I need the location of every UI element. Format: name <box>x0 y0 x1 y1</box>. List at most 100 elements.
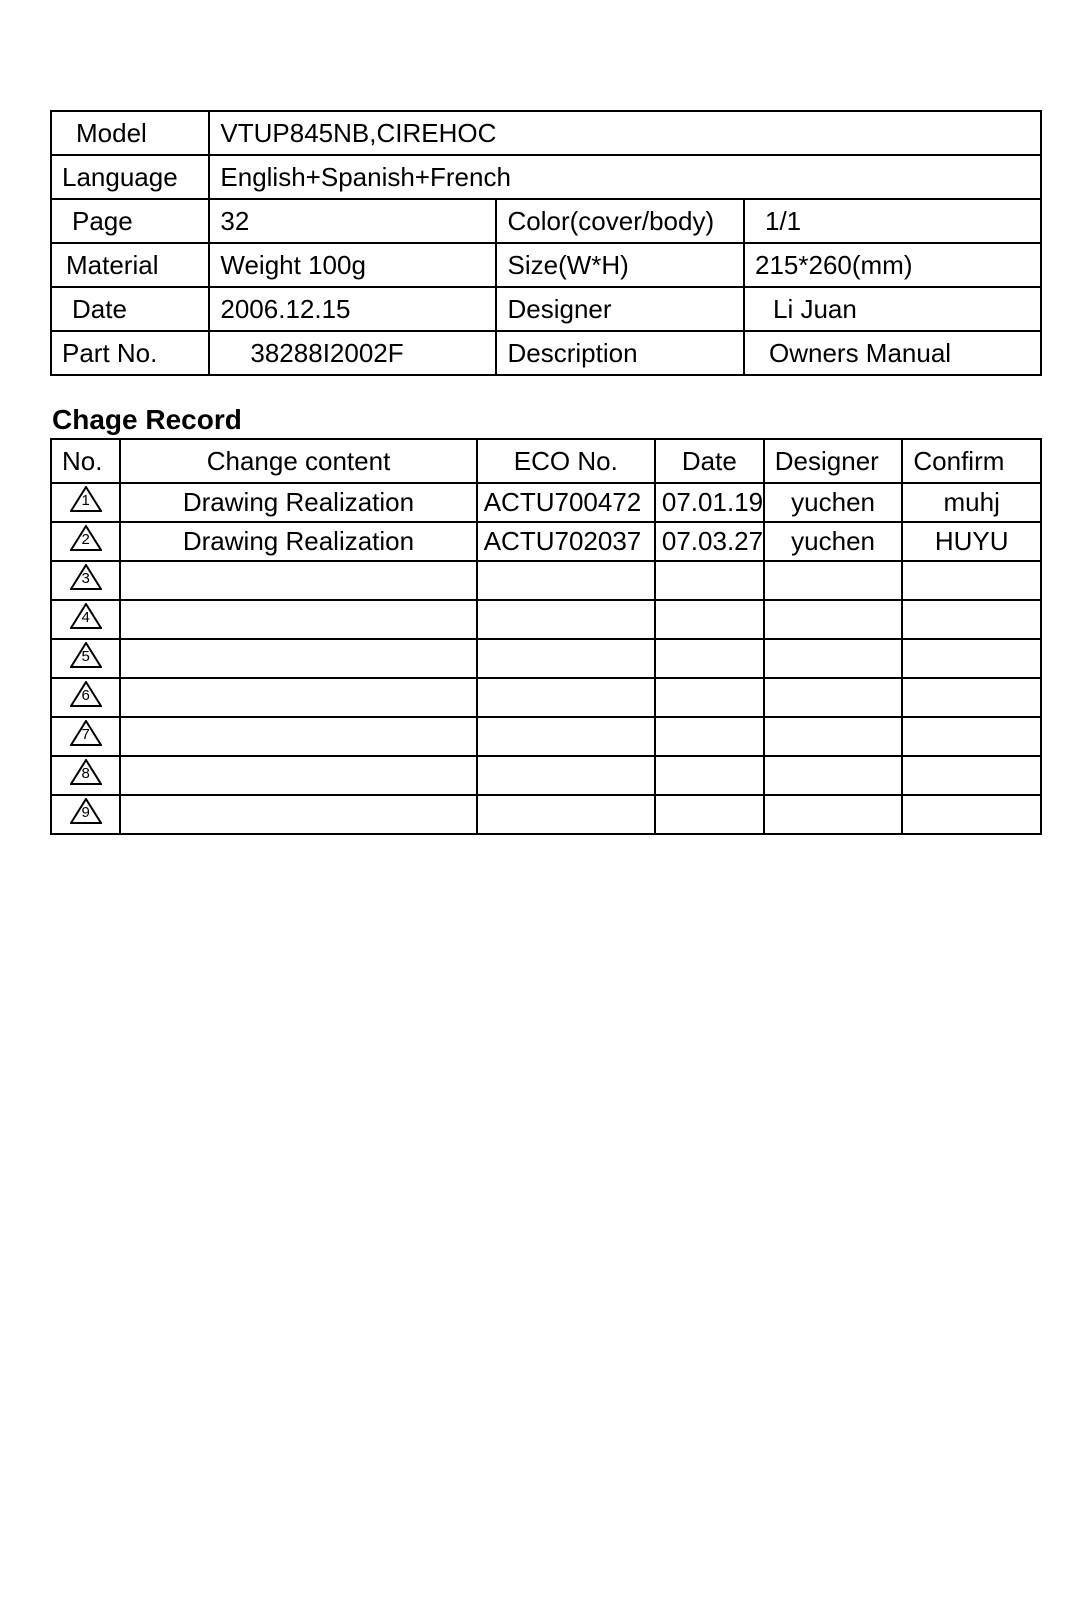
cell-date <box>655 795 764 834</box>
cell-confirm <box>902 561 1041 600</box>
change-record-row: 3 <box>51 561 1041 600</box>
cell-confirm <box>902 678 1041 717</box>
cell-eco <box>477 639 655 678</box>
header-date: Date <box>655 439 764 483</box>
change-record-table: No. Change content ECO No. Date Designer… <box>50 438 1042 835</box>
value-partno: 38288I2002F <box>209 331 496 375</box>
cell-no: 6 <box>51 678 120 717</box>
change-record-row: 2 Drawing RealizationACTU70203707.03.27yu… <box>51 522 1041 561</box>
change-record-row: 5 <box>51 639 1041 678</box>
value-model: VTUP845NB,CIREHOC <box>209 111 1041 155</box>
cell-date <box>655 561 764 600</box>
header-eco: ECO No. <box>477 439 655 483</box>
cell-eco <box>477 717 655 756</box>
revision-triangle-icon: 9 <box>70 798 102 824</box>
cell-date <box>655 717 764 756</box>
revision-triangle-icon: 5 <box>70 642 102 668</box>
revision-triangle-icon: 8 <box>70 759 102 785</box>
change-record-header-row: No. Change content ECO No. Date Designer… <box>51 439 1041 483</box>
cell-no: 4 <box>51 600 120 639</box>
revision-triangle-icon: 1 <box>70 486 102 512</box>
cell-designer: yuchen <box>764 522 903 561</box>
cell-content: Drawing Realization <box>120 522 476 561</box>
change-record-row: 1 Drawing RealizationACTU70047207.01.19yu… <box>51 483 1041 522</box>
cell-designer: yuchen <box>764 483 903 522</box>
label-material: Material <box>51 243 209 287</box>
cell-content <box>120 756 476 795</box>
change-record-row: 9 <box>51 795 1041 834</box>
cell-confirm <box>902 600 1041 639</box>
cell-date: 07.01.19 <box>655 483 764 522</box>
label-model: Model <box>51 111 209 155</box>
cell-no: 9 <box>51 795 120 834</box>
cell-confirm <box>902 717 1041 756</box>
label-page: Page <box>51 199 209 243</box>
label-description: Description <box>496 331 744 375</box>
cell-confirm <box>902 756 1041 795</box>
label-color: Color(cover/body) <box>496 199 744 243</box>
cell-date <box>655 678 764 717</box>
change-record-row: 7 <box>51 717 1041 756</box>
cell-eco <box>477 600 655 639</box>
cell-designer <box>764 795 903 834</box>
value-size: 215*260(mm) <box>744 243 1041 287</box>
cell-eco <box>477 795 655 834</box>
label-partno: Part No. <box>51 331 209 375</box>
change-record-title: Chage Record <box>52 404 1042 436</box>
cell-no: 5 <box>51 639 120 678</box>
header-designer: Designer <box>764 439 903 483</box>
cell-no: 7 <box>51 717 120 756</box>
header-confirm: Confirm <box>902 439 1041 483</box>
cell-designer <box>764 756 903 795</box>
cell-no: 8 <box>51 756 120 795</box>
revision-triangle-icon: 2 <box>70 525 102 551</box>
cell-confirm <box>902 639 1041 678</box>
header-content: Change content <box>120 439 476 483</box>
cell-no: 1 <box>51 483 120 522</box>
cell-date <box>655 639 764 678</box>
revision-triangle-icon: 7 <box>70 720 102 746</box>
cell-content <box>120 639 476 678</box>
change-record-row: 8 <box>51 756 1041 795</box>
change-record-row: 6 <box>51 678 1041 717</box>
revision-triangle-icon: 6 <box>70 681 102 707</box>
revision-triangle-icon: 3 <box>70 564 102 590</box>
label-language: Language <box>51 155 209 199</box>
label-size: Size(W*H) <box>496 243 744 287</box>
info-table: Model VTUP845NB,CIREHOC Language English… <box>50 110 1042 376</box>
label-date: Date <box>51 287 209 331</box>
cell-designer <box>764 639 903 678</box>
value-material: Weight 100g <box>209 243 496 287</box>
revision-triangle-icon: 4 <box>70 603 102 629</box>
value-date: 2006.12.15 <box>209 287 496 331</box>
header-no: No. <box>51 439 120 483</box>
value-color: 1/1 <box>744 199 1041 243</box>
cell-designer <box>764 717 903 756</box>
cell-content: Drawing Realization <box>120 483 476 522</box>
cell-content <box>120 561 476 600</box>
cell-content <box>120 795 476 834</box>
cell-date: 07.03.27 <box>655 522 764 561</box>
value-language: English+Spanish+French <box>209 155 1041 199</box>
cell-content <box>120 678 476 717</box>
cell-date <box>655 756 764 795</box>
value-description: Owners Manual <box>744 331 1041 375</box>
cell-eco <box>477 678 655 717</box>
cell-content <box>120 600 476 639</box>
cell-eco: ACTU702037 <box>477 522 655 561</box>
cell-confirm: HUYU <box>902 522 1041 561</box>
cell-designer <box>764 561 903 600</box>
cell-confirm: muhj <box>902 483 1041 522</box>
value-designer: Li Juan <box>744 287 1041 331</box>
cell-no: 2 <box>51 522 120 561</box>
value-page: 32 <box>209 199 496 243</box>
cell-confirm <box>902 795 1041 834</box>
cell-no: 3 <box>51 561 120 600</box>
cell-eco: ACTU700472 <box>477 483 655 522</box>
cell-eco <box>477 561 655 600</box>
cell-designer <box>764 678 903 717</box>
label-designer: Designer <box>496 287 744 331</box>
cell-designer <box>764 600 903 639</box>
change-record-row: 4 <box>51 600 1041 639</box>
cell-date <box>655 600 764 639</box>
